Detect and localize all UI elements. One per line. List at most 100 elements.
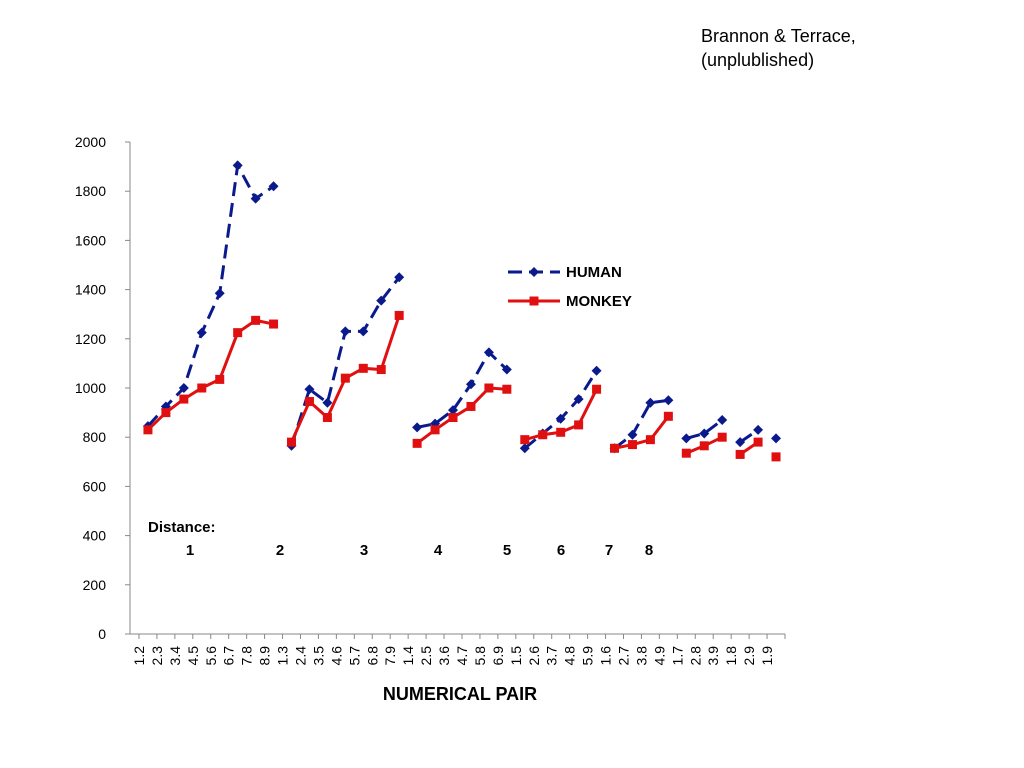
x-tick-label: 6.8 xyxy=(364,646,380,666)
y-tick-label: 2000 xyxy=(75,134,106,150)
data-point-human xyxy=(771,433,782,444)
data-point-human xyxy=(699,428,710,439)
data-point-monkey xyxy=(161,408,171,418)
distance-label: 4 xyxy=(434,542,443,559)
data-point-monkey xyxy=(466,401,476,411)
x-tick-label: 4.9 xyxy=(651,646,667,666)
x-tick-label: 3.6 xyxy=(436,646,452,666)
x-tick-label: 2.6 xyxy=(526,646,542,666)
data-point-human xyxy=(448,405,459,416)
series-line-human xyxy=(613,398,669,450)
y-tick-label: 1800 xyxy=(75,183,106,199)
data-point-monkey xyxy=(735,449,745,459)
data-point-human xyxy=(394,272,405,283)
x-tick-label: 2.4 xyxy=(292,646,308,666)
data-point-monkey xyxy=(287,437,297,447)
data-point-monkey xyxy=(215,374,225,384)
data-point-human xyxy=(178,383,189,393)
data-point-monkey xyxy=(771,452,781,462)
data-point-human xyxy=(322,397,333,408)
data-point-human xyxy=(735,437,746,448)
data-point-human xyxy=(645,397,656,408)
series-line-human xyxy=(146,160,275,428)
legend-label-human: HUMAN xyxy=(566,264,622,281)
y-axis-ticks: 0 200 400 600 800 1000 1200 1400 1600 1800 2000 xyxy=(75,134,130,642)
data-point-monkey xyxy=(574,420,584,430)
data-point-human xyxy=(214,288,225,299)
data-point-human xyxy=(717,414,728,425)
y-tick-label: 200 xyxy=(83,577,107,593)
distance-label: 3 xyxy=(360,542,368,559)
data-point-monkey xyxy=(538,430,548,440)
series-line-monkey xyxy=(614,415,670,450)
distance-label: 8 xyxy=(645,542,653,559)
distance-label: 5 xyxy=(503,542,511,559)
x-tick-label: 5.8 xyxy=(472,646,488,666)
x-tick-label: 5.9 xyxy=(580,646,596,666)
x-axis-title: NUMERICAL PAIR xyxy=(383,684,537,704)
data-point-monkey xyxy=(322,413,332,423)
x-tick-label: 7.8 xyxy=(239,646,255,666)
x-axis-ticks: 1.2 2.3 3.4 4.5 5.6 6.7 7.8 8.9 1.3 2.4 3.5 4.6 5.7 6… xyxy=(131,634,786,666)
x-tick-label: 2.7 xyxy=(615,646,631,666)
data-point-monkey xyxy=(304,397,314,407)
data-point-human xyxy=(627,429,638,440)
x-tick-label: 4.5 xyxy=(185,646,201,666)
x-tick-label: 5.6 xyxy=(203,646,219,666)
distance-label: 2 xyxy=(276,542,284,559)
data-point-monkey xyxy=(645,435,655,445)
y-tick-label: 800 xyxy=(83,429,107,445)
legend-marker-monkey xyxy=(529,296,539,306)
data-point-human xyxy=(555,413,566,424)
data-point-monkey xyxy=(556,427,566,437)
data-point-human xyxy=(663,395,674,406)
data-point-human xyxy=(465,379,476,390)
data-point-human xyxy=(376,295,387,306)
data-point-human xyxy=(232,160,243,171)
x-tick-label: 3.7 xyxy=(544,646,560,666)
data-point-monkey xyxy=(412,438,422,448)
data-point-monkey xyxy=(610,443,620,453)
data-point-human xyxy=(519,443,530,454)
x-tick-label: 3.5 xyxy=(310,646,326,666)
data-point-human xyxy=(501,364,512,375)
distance-label: 7 xyxy=(605,542,613,559)
series-human xyxy=(142,160,782,454)
data-point-monkey xyxy=(592,384,602,394)
data-point-monkey xyxy=(233,328,243,338)
data-point-human xyxy=(483,347,494,358)
distance-title: Distance: xyxy=(148,519,216,536)
series-line-monkey xyxy=(416,386,507,445)
data-point-human xyxy=(681,433,692,444)
x-tick-label: 6.9 xyxy=(490,646,506,666)
data-point-monkey xyxy=(717,432,727,442)
data-point-monkey xyxy=(484,383,494,393)
data-point-monkey xyxy=(502,384,512,394)
series-layer xyxy=(142,160,782,462)
x-tick-label: 4.6 xyxy=(328,646,344,666)
chart-axes xyxy=(129,142,785,635)
citation-note: Brannon & Terrace, (unplublished) xyxy=(701,24,856,72)
data-point-monkey xyxy=(681,448,691,458)
x-tick-label: 3.8 xyxy=(633,646,649,666)
x-tick-label: 4.8 xyxy=(562,646,578,666)
y-tick-label: 1400 xyxy=(75,282,106,298)
data-point-monkey xyxy=(448,413,458,423)
y-tick-label: 400 xyxy=(83,528,107,544)
legend-marker-human xyxy=(529,267,539,277)
x-tick-label: 3.9 xyxy=(705,646,721,666)
x-tick-label: 8.9 xyxy=(257,646,273,666)
data-point-monkey xyxy=(251,315,261,325)
x-tick-label: 2.8 xyxy=(687,646,703,666)
x-tick-label: 4.7 xyxy=(454,646,470,666)
data-point-monkey xyxy=(627,440,637,450)
x-tick-label: 1.9 xyxy=(759,646,775,666)
x-tick-label: 2.3 xyxy=(149,646,165,666)
data-point-human xyxy=(358,326,369,337)
data-point-monkey xyxy=(376,365,386,375)
y-tick-label: 600 xyxy=(83,478,107,494)
x-tick-label: 1.3 xyxy=(275,646,291,666)
x-tick-label: 1.5 xyxy=(508,646,524,666)
data-point-monkey xyxy=(394,310,404,320)
